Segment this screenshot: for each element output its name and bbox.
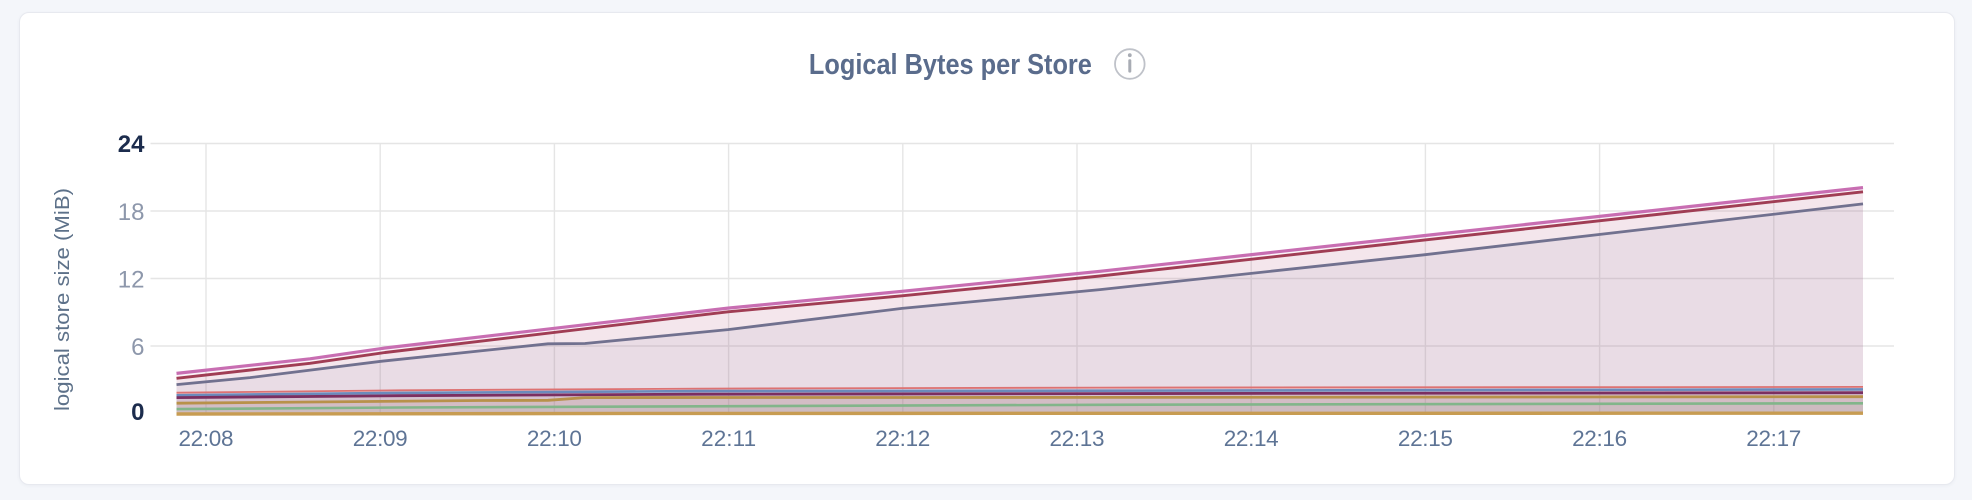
svg-text:18: 18 — [118, 199, 145, 226]
svg-text:22:17: 22:17 — [1746, 426, 1801, 451]
svg-text:22:08: 22:08 — [179, 426, 234, 451]
svg-text:Logical Bytes per Store: Logical Bytes per Store — [809, 49, 1092, 81]
svg-text:12: 12 — [118, 267, 145, 294]
svg-text:22:11: 22:11 — [701, 426, 756, 451]
svg-text:22:16: 22:16 — [1572, 426, 1627, 451]
svg-text:22:13: 22:13 — [1050, 426, 1105, 451]
svg-text:24: 24 — [118, 131, 145, 158]
svg-text:6: 6 — [131, 334, 144, 361]
svg-text:22:09: 22:09 — [353, 426, 408, 451]
svg-text:22:12: 22:12 — [875, 426, 930, 451]
svg-text:logical store size (MiB): logical store size (MiB) — [52, 188, 74, 411]
svg-text:22:14: 22:14 — [1224, 426, 1279, 451]
svg-text:22:15: 22:15 — [1398, 426, 1453, 451]
svg-text:0: 0 — [131, 399, 144, 426]
svg-text:22:10: 22:10 — [527, 426, 582, 451]
